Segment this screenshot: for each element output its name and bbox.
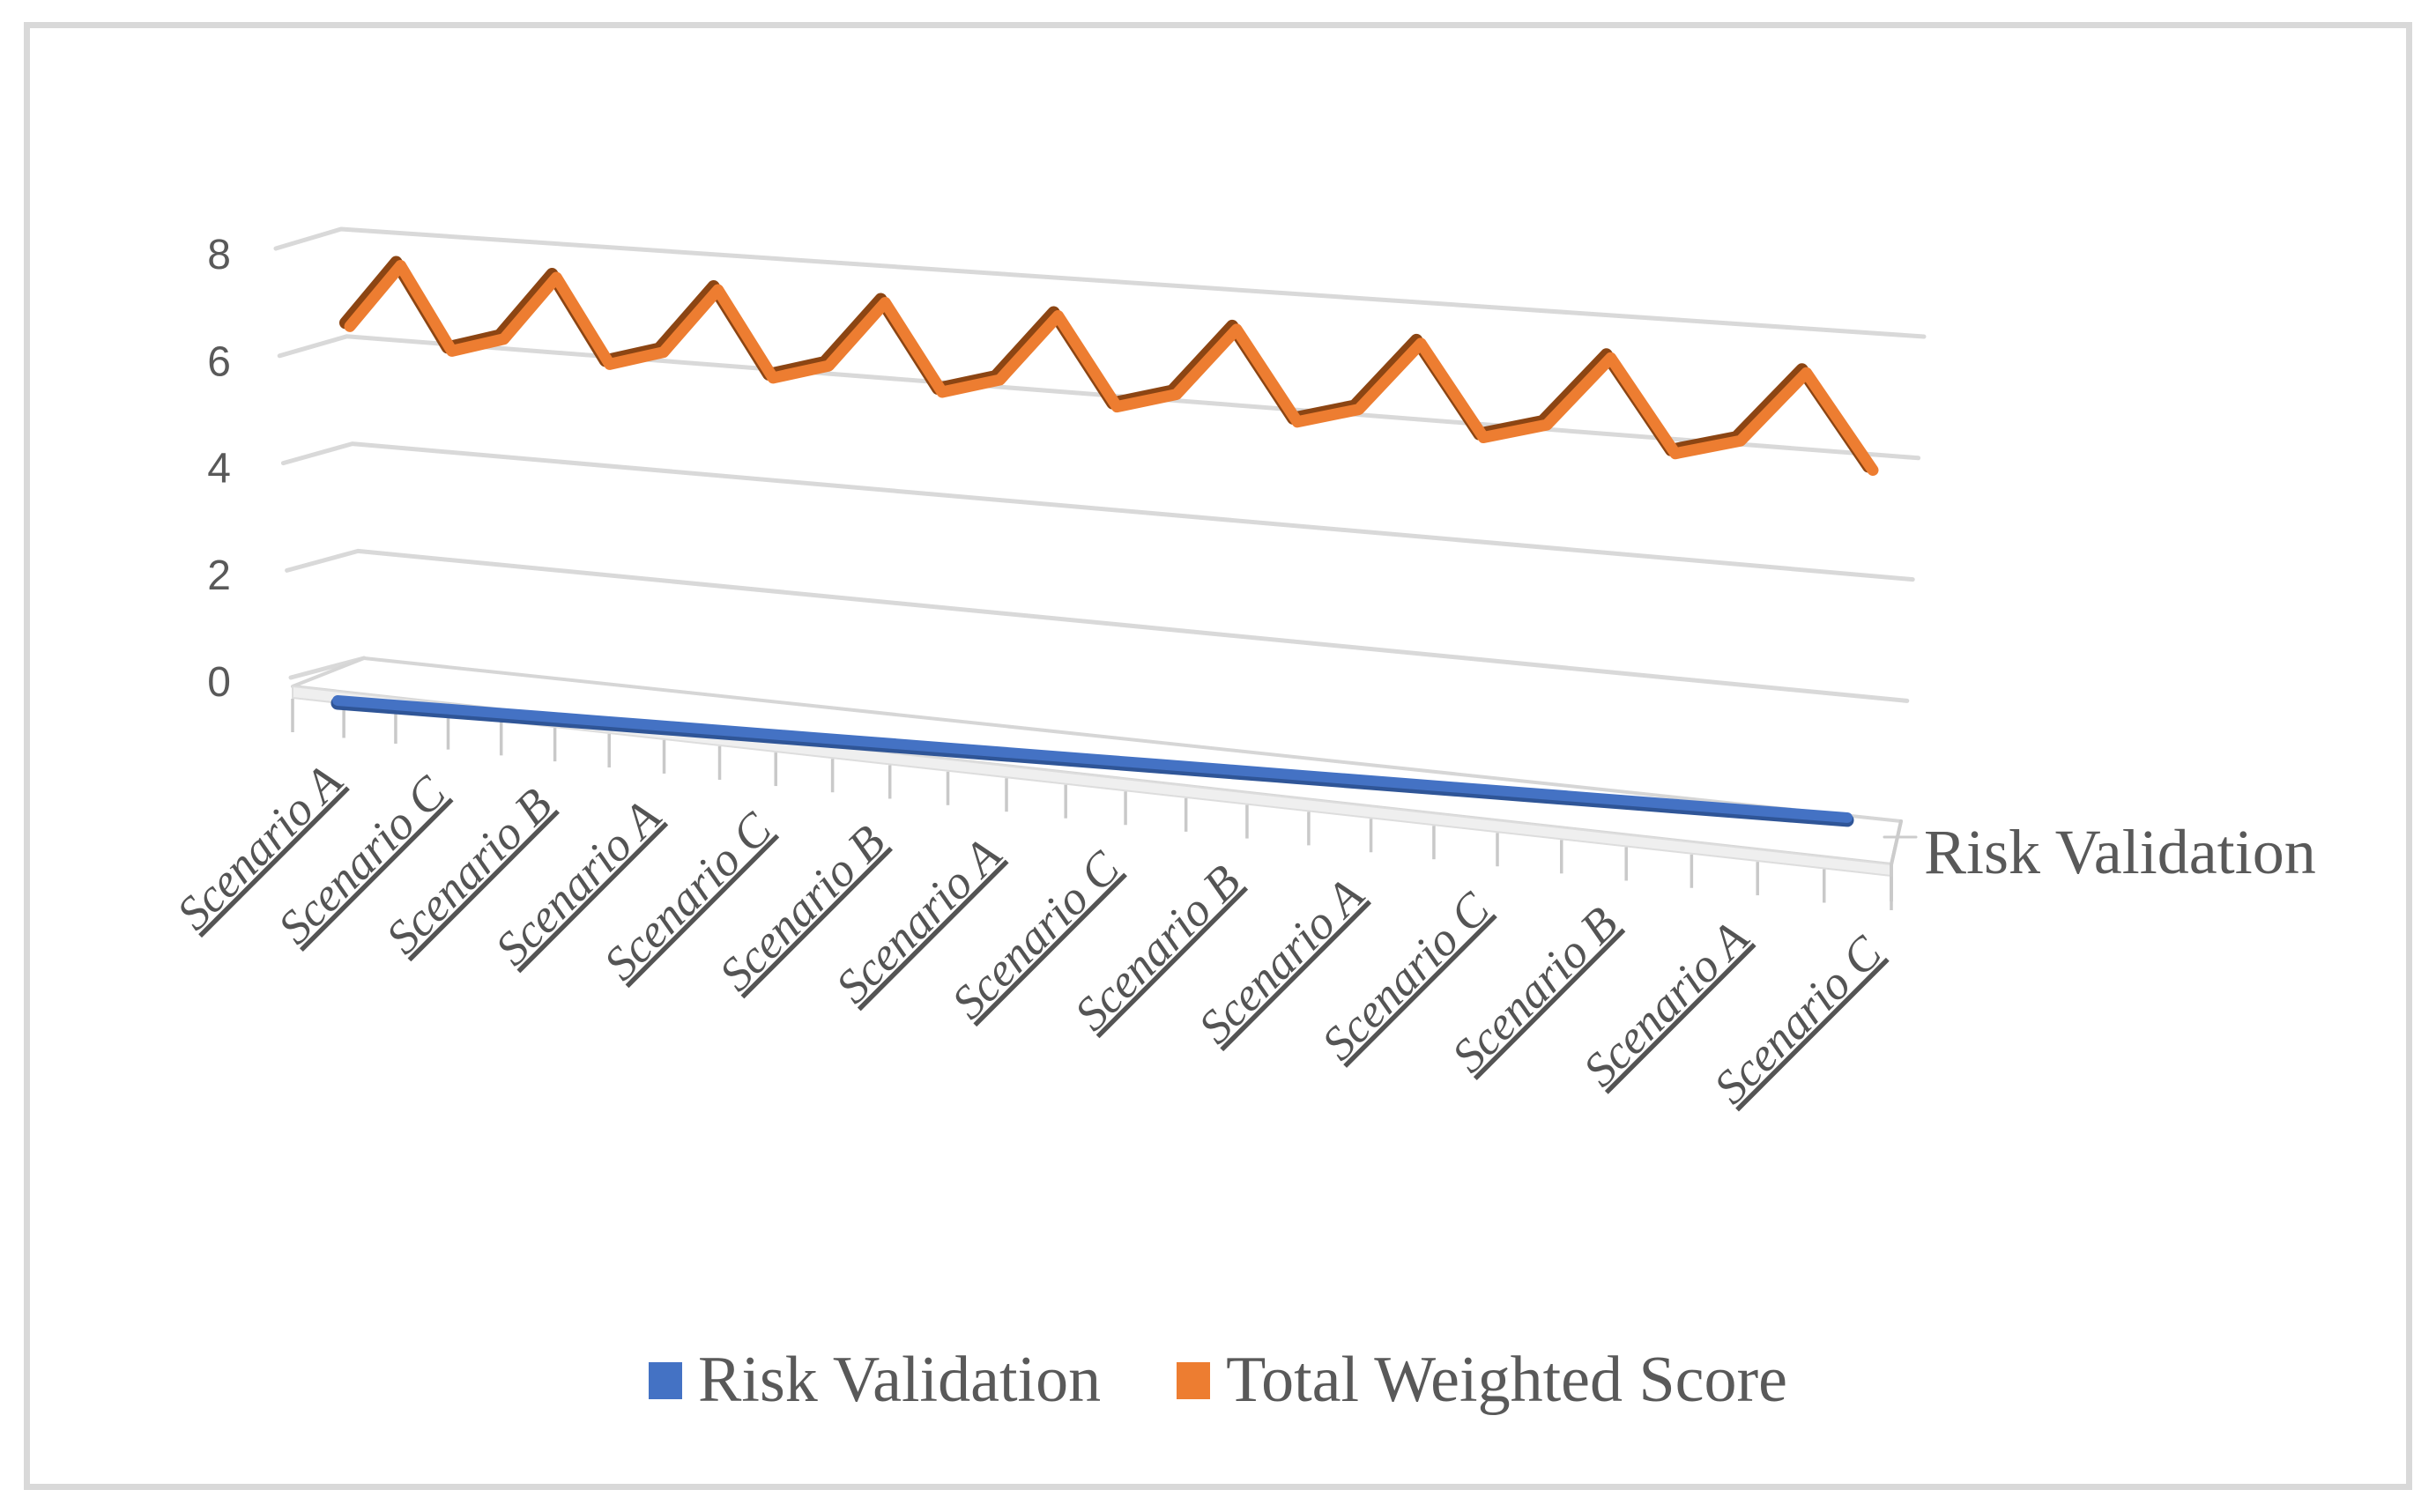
legend-swatch-risk-validation bbox=[649, 1361, 683, 1399]
series-axis-label: Risk Validation bbox=[1924, 817, 2316, 887]
gridline-8 bbox=[273, 226, 1927, 339]
legend-label-risk-validation: Risk Validation bbox=[698, 1344, 1102, 1416]
gridline-2 bbox=[285, 548, 1910, 703]
legend-item-total-weighted-score: Total Weighted Score bbox=[1177, 1343, 1787, 1418]
value-axis-label: 4 bbox=[207, 446, 231, 493]
gridline-4 bbox=[280, 441, 1915, 582]
legend-item-risk-validation: Risk Validation bbox=[649, 1343, 1101, 1418]
value-axis-label: 6 bbox=[207, 338, 231, 385]
value-axis-label: 2 bbox=[207, 552, 231, 599]
series-line-risk-validation bbox=[332, 695, 1853, 823]
series-line-total-weighted-score bbox=[344, 260, 1879, 476]
value-axis-label: 8 bbox=[207, 232, 231, 278]
gridline-6 bbox=[277, 334, 1921, 461]
value-axis-label: 0 bbox=[207, 659, 231, 706]
legend-swatch-total-weighted-score bbox=[1177, 1361, 1211, 1399]
legend-label-total-weighted-score: Total Weighted Score bbox=[1226, 1344, 1787, 1416]
legend: Risk Validation Total Weighted Score bbox=[0, 1343, 2436, 1418]
